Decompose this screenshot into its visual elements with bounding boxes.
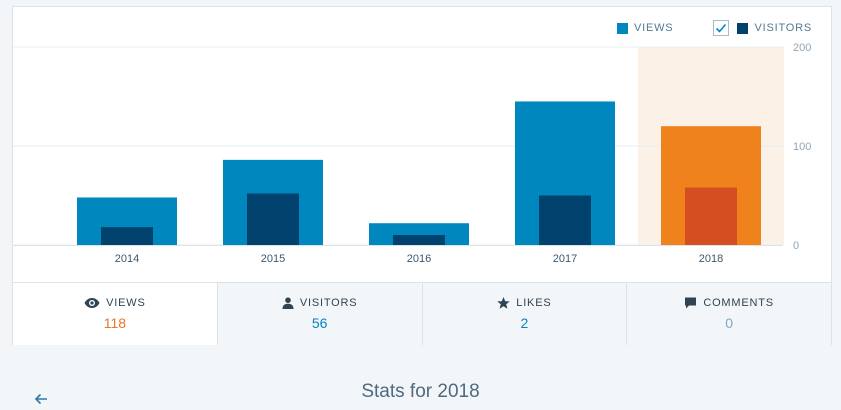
tab-comments-value: 0 bbox=[725, 315, 734, 331]
bar-chart: 0 100 200 2014 2015 2016 2017 2018 bbox=[13, 7, 833, 282]
comment-icon bbox=[685, 297, 697, 309]
y-tick-label: 200 bbox=[793, 42, 811, 54]
legend-views-label: VIEWS bbox=[634, 22, 674, 34]
back-button[interactable] bbox=[34, 392, 48, 410]
tab-visitors-value: 56 bbox=[311, 315, 328, 331]
tab-comments-label: COMMENTS bbox=[703, 297, 774, 309]
stats-tabs: VIEWS 118 VISITORS 56 LIKES 2 bbox=[13, 282, 831, 345]
person-icon bbox=[282, 297, 294, 309]
bar-visitors-2017[interactable] bbox=[539, 195, 591, 246]
legend-visitors[interactable]: VISITORS bbox=[713, 20, 812, 36]
tab-likes-label: LIKES bbox=[516, 297, 552, 309]
legend-views-swatch bbox=[617, 22, 628, 34]
tab-likes-label-row: LIKES bbox=[497, 297, 551, 309]
tab-comments[interactable]: COMMENTS 0 bbox=[626, 283, 831, 345]
tab-comments-label-row: COMMENTS bbox=[684, 297, 774, 309]
bar-visitors-2014[interactable] bbox=[101, 227, 153, 245]
chart-legend: VIEWS VISITORS bbox=[617, 20, 812, 36]
tab-views-label: VIEWS bbox=[106, 297, 146, 309]
y-tick-label: 100 bbox=[793, 141, 811, 153]
arrow-left-icon bbox=[34, 393, 47, 405]
checkmark-icon bbox=[716, 23, 727, 33]
page-title: Stats for 2018 bbox=[361, 381, 480, 402]
y-tick-label: 0 bbox=[793, 240, 799, 252]
x-tick-label: 2014 bbox=[115, 253, 139, 265]
tab-visitors-label-row: VISITORS bbox=[282, 297, 358, 309]
x-tick-label: 2015 bbox=[261, 253, 285, 265]
x-tick-label: 2016 bbox=[407, 253, 431, 265]
tab-views-label-row: VIEWS bbox=[84, 297, 145, 309]
legend-visitors-swatch bbox=[737, 22, 749, 34]
tab-views[interactable]: VIEWS 118 bbox=[13, 283, 217, 345]
legend-views: VIEWS bbox=[617, 22, 673, 34]
tab-visitors-label: VISITORS bbox=[299, 297, 358, 309]
visitors-toggle-checkbox[interactable] bbox=[713, 20, 730, 36]
bar-visitors-2016[interactable] bbox=[393, 235, 445, 245]
bar-visitors-2018[interactable] bbox=[685, 187, 737, 245]
x-tick-label: 2018 bbox=[699, 253, 723, 265]
legend-visitors-label: VISITORS bbox=[754, 22, 812, 34]
star-icon bbox=[497, 297, 511, 309]
eye-icon bbox=[84, 298, 100, 308]
tab-likes-value: 2 bbox=[520, 315, 529, 331]
stats-chart-card: 0 100 200 2014 2015 2016 2017 2018 VIEWS VISITO… bbox=[12, 6, 832, 345]
x-tick-label: 2017 bbox=[553, 253, 577, 265]
bar-chart-svg: 0 100 200 2014 2015 2016 2017 2018 bbox=[13, 42, 811, 265]
tab-likes[interactable]: LIKES 2 bbox=[421, 283, 627, 345]
tab-views-value: 118 bbox=[103, 315, 127, 331]
bar-visitors-2015[interactable] bbox=[247, 193, 299, 245]
tab-visitors[interactable]: VISITORS 56 bbox=[216, 283, 422, 345]
